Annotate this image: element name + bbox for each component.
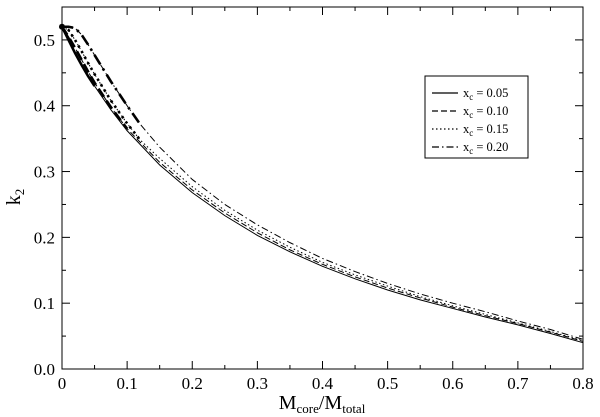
start-point xyxy=(59,23,65,30)
series-layer xyxy=(59,23,584,344)
y-tick-label: 0.3 xyxy=(34,163,55,182)
x-label-main: M xyxy=(279,392,297,414)
y-tick-label: 0.5 xyxy=(34,31,55,50)
x-tick-label: 0.2 xyxy=(182,374,203,393)
legend-entry-0: xc = 0.05 xyxy=(432,86,508,102)
legend-label-3-main: x xyxy=(463,140,470,154)
x-label-sub1: core xyxy=(296,401,319,416)
x-label-sub2: total xyxy=(342,401,365,416)
legend-entry-3: xc = 0.20 xyxy=(432,140,508,156)
x-tick-label: 0.5 xyxy=(377,374,398,393)
series-thick-3 xyxy=(62,25,142,125)
series-2 xyxy=(61,25,584,342)
y-tick-label: 0.4 xyxy=(34,97,56,116)
x-tick-label: 0.4 xyxy=(312,374,334,393)
series-thick-2 xyxy=(61,25,142,141)
legend-label-3-rest: = 0.20 xyxy=(473,140,508,154)
legend-box xyxy=(424,75,529,159)
legend-label-0-rest: = 0.05 xyxy=(473,86,508,100)
y-label-sub: 2 xyxy=(12,189,27,196)
tick-labels: 0 0.1 0.2 0.3 0.4 0.5 0.6 0.7 0.8 0.0 0.1 0.2 0.3 0.4… xyxy=(34,31,594,393)
series-thick-1 xyxy=(60,26,129,130)
legend-label-1-rest: = 0.10 xyxy=(473,104,508,118)
legend-label-1-sub: c xyxy=(469,110,473,120)
y-axis-label: k2 xyxy=(3,189,27,206)
x-tick-label: 0 xyxy=(58,374,67,393)
legend-label-1: xc = 0.10 xyxy=(463,104,508,120)
legend-label-1-main: x xyxy=(463,104,470,118)
legend-label-0-main: x xyxy=(463,86,470,100)
x-tick-label: 0.3 xyxy=(247,374,268,393)
legend-label-0-sub: c xyxy=(469,92,473,102)
x-tick-label: 0.7 xyxy=(507,374,529,393)
y-tick-label: 0.2 xyxy=(34,228,55,247)
legend-label-2-sub: c xyxy=(469,128,473,138)
y-label-main: k xyxy=(3,195,25,205)
series-3 xyxy=(62,25,584,340)
ticks xyxy=(61,6,584,370)
x-tick-label: 0.8 xyxy=(572,374,593,393)
x-tick-label: 0.6 xyxy=(442,374,463,393)
legend-entry-2: xc = 0.15 xyxy=(432,122,508,138)
legend-label-2-rest: = 0.15 xyxy=(473,122,508,136)
x-tick-label: 0.1 xyxy=(117,374,138,393)
legend-label-3-sub: c xyxy=(469,146,473,156)
series-1 xyxy=(60,26,584,342)
legend-entry-1: xc = 0.10 xyxy=(432,104,508,120)
series-thick-0 xyxy=(60,26,96,87)
series-0 xyxy=(60,26,584,344)
y-tick-label: 0.1 xyxy=(34,294,55,313)
x-axis-label: Mcore/Mtotal xyxy=(279,392,366,416)
x-label-sep: /M xyxy=(319,392,343,414)
legend-label-0: xc = 0.05 xyxy=(463,86,508,102)
y-tick-label: 0.0 xyxy=(34,360,55,379)
legend-label-3: xc = 0.20 xyxy=(463,140,508,156)
legend-label-2: xc = 0.15 xyxy=(463,122,508,138)
series-line-2 xyxy=(61,26,584,342)
legend-label-2-main: x xyxy=(463,122,470,136)
legend: xc = 0.05 xc = 0.10 xc = 0.15 xc = 0.20 xyxy=(424,75,529,159)
